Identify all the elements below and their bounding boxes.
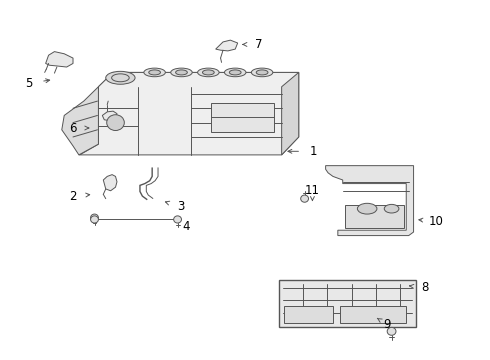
Ellipse shape <box>256 70 268 75</box>
Text: 6: 6 <box>69 122 77 135</box>
Ellipse shape <box>107 115 124 131</box>
Ellipse shape <box>144 68 165 77</box>
Text: 5: 5 <box>25 77 33 90</box>
Text: 4: 4 <box>183 220 190 233</box>
Ellipse shape <box>106 71 135 84</box>
Ellipse shape <box>202 70 214 75</box>
Polygon shape <box>103 175 117 191</box>
Polygon shape <box>326 166 414 235</box>
Bar <box>345 205 404 228</box>
Ellipse shape <box>173 216 181 223</box>
Ellipse shape <box>357 203 377 214</box>
Text: 2: 2 <box>69 190 77 203</box>
Polygon shape <box>79 72 299 155</box>
Bar <box>340 306 406 323</box>
Ellipse shape <box>197 68 219 77</box>
Text: 1: 1 <box>310 145 317 158</box>
Ellipse shape <box>171 68 192 77</box>
Ellipse shape <box>229 70 241 75</box>
Polygon shape <box>46 51 73 67</box>
Ellipse shape <box>384 204 399 213</box>
Text: 9: 9 <box>383 318 391 331</box>
Polygon shape <box>62 87 98 155</box>
Ellipse shape <box>251 68 273 77</box>
Polygon shape <box>216 40 238 51</box>
Text: 3: 3 <box>177 201 184 213</box>
Text: 7: 7 <box>255 38 263 51</box>
Ellipse shape <box>301 195 309 202</box>
Polygon shape <box>102 111 117 121</box>
Polygon shape <box>98 72 299 87</box>
Polygon shape <box>282 72 299 155</box>
Ellipse shape <box>91 214 98 221</box>
Bar <box>279 280 416 327</box>
Ellipse shape <box>91 216 98 223</box>
Bar <box>211 103 274 132</box>
Bar <box>284 306 333 323</box>
Text: 10: 10 <box>429 215 444 228</box>
Text: 11: 11 <box>305 184 320 197</box>
Ellipse shape <box>224 68 246 77</box>
Text: 8: 8 <box>421 281 428 294</box>
Ellipse shape <box>149 70 160 75</box>
Ellipse shape <box>175 70 187 75</box>
Ellipse shape <box>387 327 396 335</box>
